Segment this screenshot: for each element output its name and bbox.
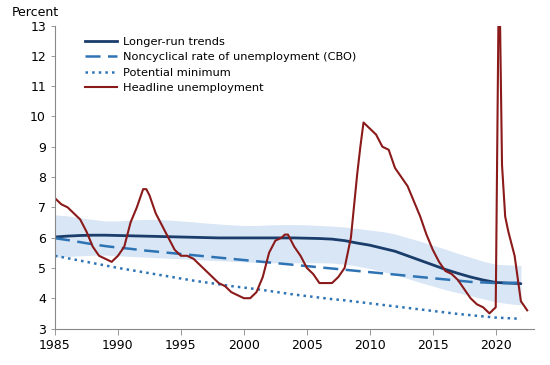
Text: Percent: Percent bbox=[12, 7, 59, 19]
Legend: Longer-run trends, Noncyclical rate of unemployment (CBO), Potential minimum, He: Longer-run trends, Noncyclical rate of u… bbox=[85, 37, 356, 93]
